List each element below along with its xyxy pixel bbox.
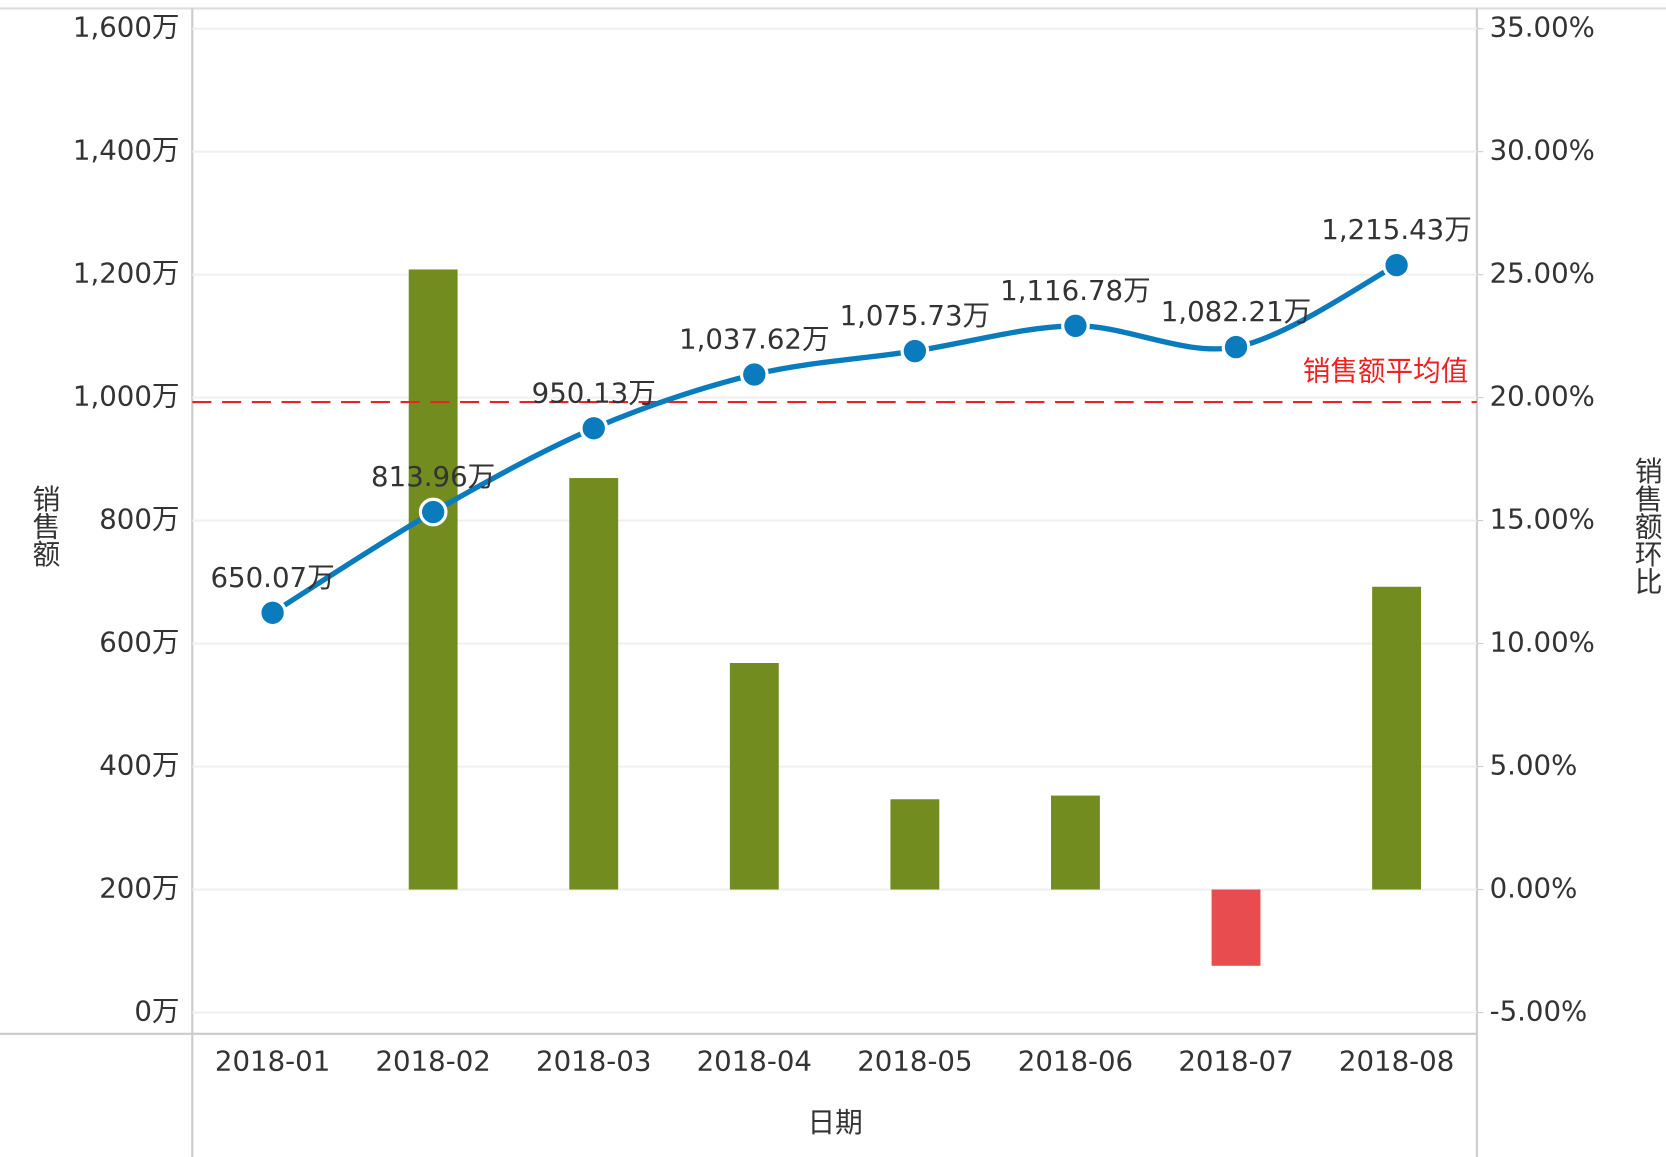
bar [1051,795,1100,890]
data-label: 813.96万 [371,460,495,493]
point [900,336,930,366]
x-tick-label: 2018-06 [1018,1044,1133,1077]
point [1382,250,1411,280]
y-tick-label: 0万 [134,995,179,1028]
line [271,262,1398,616]
x-tick-label: 2018-05 [857,1044,972,1077]
y2-tick-label: 35.00% [1490,11,1595,44]
bar [729,663,779,890]
y2-tick-label: 25.00% [1490,257,1595,290]
y-tick-label: 1,400万 [73,134,180,167]
y2-tick-label: 15.00% [1490,503,1595,536]
data-label: 950.13万 [532,376,656,409]
y2-tick-label: 10.00% [1490,626,1595,659]
y2-axis-title: 销售额环比 [1630,457,1663,595]
y2-tick-label: 30.00% [1490,134,1595,167]
y-tick-label: 600万 [99,626,179,659]
y2-tick-label: -5.00% [1490,995,1588,1028]
bar [408,269,458,890]
x-axis-title: 日期 [808,1106,863,1139]
data-label: 1,082.21万 [1161,295,1312,328]
data-label: 1,215.43万 [1321,213,1472,246]
point [739,360,769,389]
bar [1372,586,1422,890]
point [1221,332,1251,362]
y2-tick-label: 20.00% [1490,380,1595,413]
x-tick-label: 2018-08 [1339,1044,1454,1077]
point [418,497,448,527]
y-tick-label: 200万 [99,872,179,905]
y-tick-label: 1,000万 [73,380,180,413]
y-axis-title: 销售额 [27,484,60,567]
x-tick-label: 2018-03 [536,1044,651,1077]
x-tick-label: 2018-04 [697,1044,812,1077]
x-tick-label: 2018-01 [215,1044,330,1077]
data-label: 650.07万 [210,561,334,594]
y-tick-label: 800万 [99,503,179,536]
x-tick-label: 2018-02 [375,1044,490,1077]
point [258,598,287,628]
y-tick-label: 1,600万 [73,11,180,44]
bar [569,478,619,890]
y-tick-label: 400万 [99,749,179,782]
bar [1211,889,1261,966]
data-label: 1,075.73万 [840,299,991,332]
bar [890,799,940,890]
y2-tick-label: 5.00% [1490,749,1578,782]
point [579,413,609,443]
reference-label: 销售额平均值 [1303,354,1469,387]
data-label: 1,116.78万 [1000,274,1151,307]
y-tick-label: 1,200万 [73,257,180,290]
point [1061,311,1090,341]
data-label: 1,037.62万 [679,322,830,355]
x-tick-label: 2018-07 [1178,1044,1293,1077]
y2-tick-label: 0.00% [1490,872,1578,905]
